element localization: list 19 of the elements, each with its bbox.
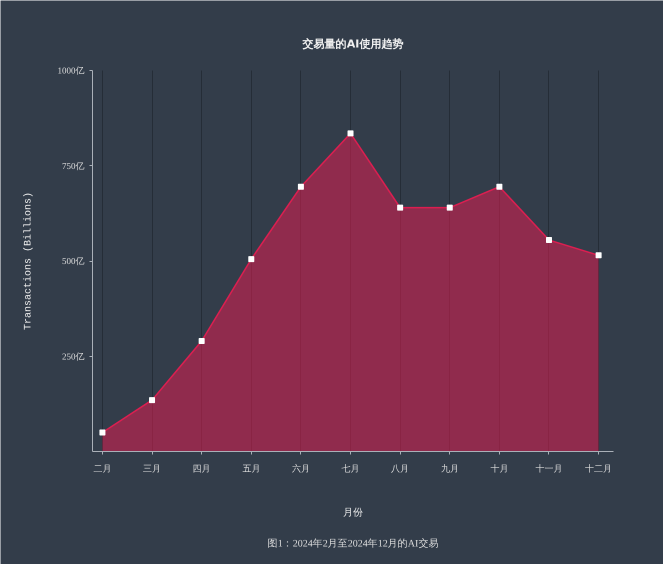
x-tick-label: 十二月 (585, 464, 612, 474)
x-tick-label: 二月 (93, 464, 112, 474)
y-tick-label: 1000亿 (58, 66, 84, 76)
x-tick-label: 四月 (192, 464, 211, 474)
y-tick-label: 750亿 (62, 160, 84, 171)
x-tick-label: 七月 (342, 464, 360, 474)
caption: 图1：2024年2月至2024年12月的AI交易 (268, 538, 438, 550)
y-axis-title: Transactions (Billions) (22, 192, 34, 330)
x-tick-label: 六月 (292, 464, 310, 474)
x-tick-label: 十月 (490, 464, 508, 474)
y-tick-label: 500亿 (62, 256, 84, 266)
x-tick-label: 五月 (242, 464, 260, 474)
x-tick-label: 十一月 (535, 464, 562, 474)
y-tick-label: 250亿 (62, 351, 84, 362)
x-axis-title: 月份 (343, 508, 363, 518)
chart-title: 交易量的AI使用趋势 (302, 38, 404, 50)
x-tick-label: 三月 (143, 464, 162, 474)
x-tick-label: 九月 (440, 464, 459, 474)
x-tick-label: 八月 (391, 464, 410, 474)
